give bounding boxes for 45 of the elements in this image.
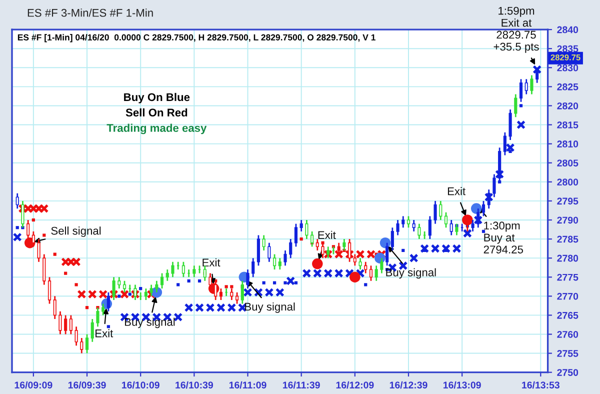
y-tick-label: 2780 — [557, 254, 578, 262]
x-tick-label: 16/09:39 — [68, 381, 106, 389]
annotation: Buy signal — [245, 302, 295, 313]
annotation: Exit — [202, 258, 220, 266]
annotation: Exit — [448, 187, 466, 196]
text: 2829.75 — [550, 54, 580, 60]
annotation: Exit — [318, 230, 336, 239]
annotation: Buy signal — [125, 318, 175, 328]
x-tick-label: 16/10:09 — [122, 381, 160, 389]
y-tick-label: 2840 — [557, 26, 578, 34]
x-tick-label: 16/12:09 — [336, 381, 374, 389]
y-tick-label: 2830 — [557, 64, 578, 72]
x-tick-label: 16/11:39 — [283, 381, 320, 389]
y-tick-label: 2785 — [557, 236, 578, 243]
y-tick-label: 2775 — [557, 274, 578, 281]
y-tick-label: 2810 — [557, 140, 578, 148]
annotation: Sell On Red — [126, 108, 188, 117]
y-tick-label: 2755 — [557, 350, 578, 357]
x-tick-label: 16/09:09 — [14, 381, 52, 389]
y-tick-label: 2805 — [557, 160, 578, 166]
annotation: Exit — [96, 329, 114, 338]
y-tick-label: 2750 — [557, 369, 578, 376]
annotation: Buy signal — [386, 268, 436, 279]
y-tick-label: 2820 — [557, 102, 578, 110]
chart-subtitle: ES #F 3-Min/ES #F 1-Min — [28, 8, 153, 17]
y-tick-label: 2825 — [557, 83, 578, 90]
x-tick-label: 16/11:09 — [229, 381, 266, 389]
y-tick-label: 2770 — [557, 292, 578, 300]
annotation: Buy On Blue — [124, 92, 190, 104]
x-tick-label: 16/13:53 — [522, 381, 560, 389]
x-tick-label: 16/12:39 — [390, 381, 428, 389]
y-tick-label: 2790 — [557, 216, 578, 224]
y-tick-label: 2760 — [557, 330, 578, 338]
annotation: Trading made easy — [106, 124, 207, 134]
x-tick-label: 16/10:39 — [176, 381, 214, 389]
y-tick-label: 2800 — [557, 178, 578, 186]
annotation: ES #F [1-Min] 04/16/20 0.0000 C 2829.7500, H 2829.7500, L 2829.7500, O 2829.7500, V 1 — [18, 34, 376, 42]
y-tick-label: 2795 — [557, 198, 578, 205]
annotation: 1:30pm Buy at 2794.25 — [484, 222, 523, 254]
y-tick-label: 2835 — [557, 45, 578, 52]
y-tick-label: 2765 — [557, 312, 578, 319]
annotation: 1:59pm Exit at 2829.75 +35.5 pts — [494, 6, 539, 53]
y-tick-label: 2815 — [557, 122, 578, 128]
annotation: Sell signal — [51, 226, 101, 237]
x-tick-label: 16/13:09 — [443, 381, 481, 389]
